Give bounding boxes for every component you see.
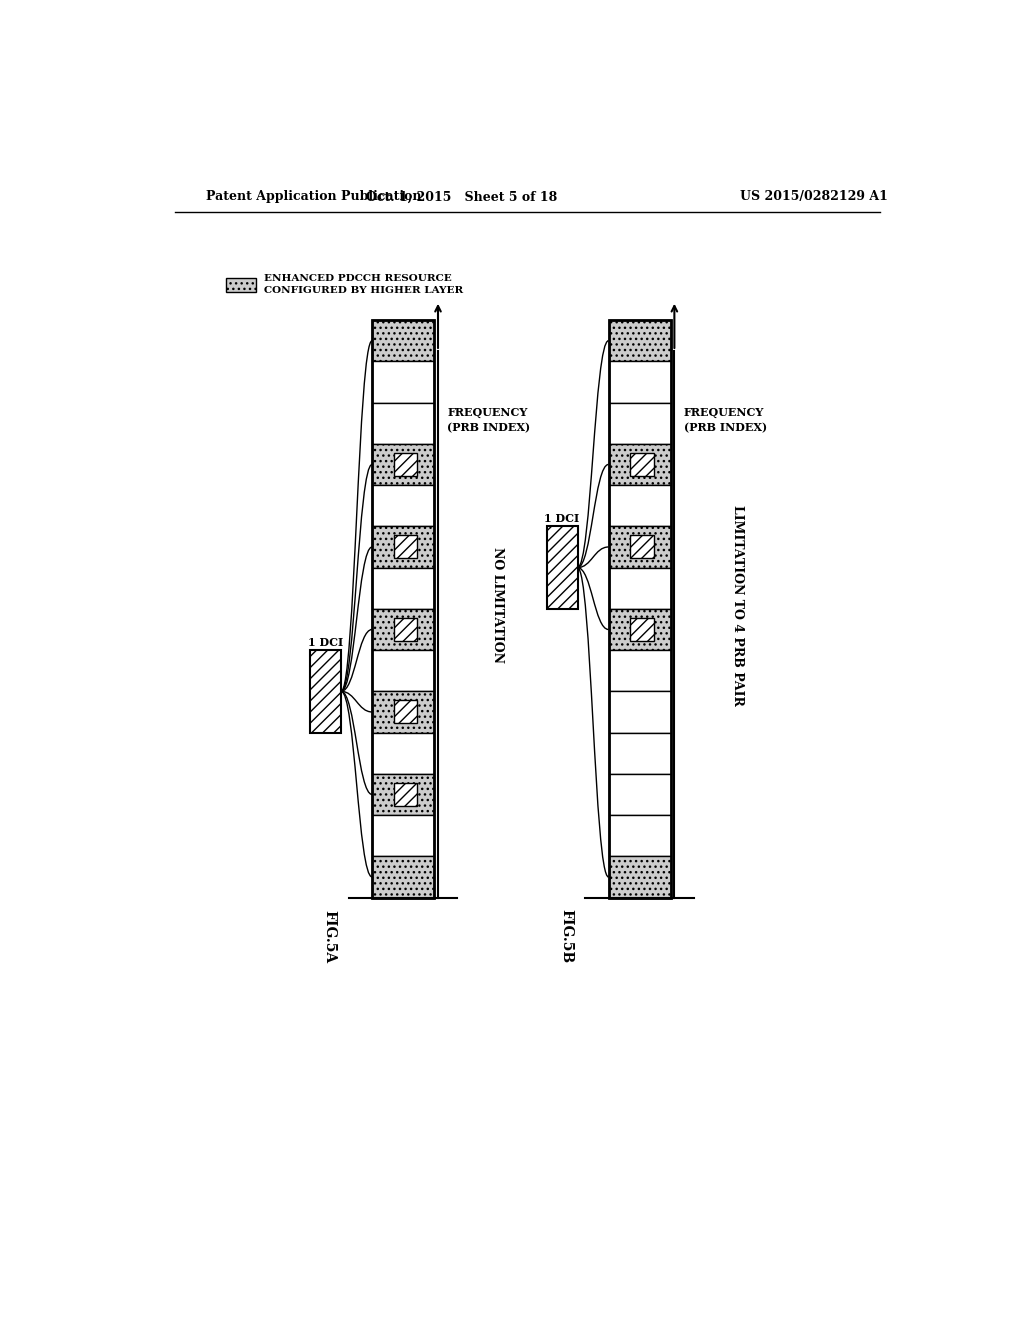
- Text: FIG.5A: FIG.5A: [323, 909, 337, 962]
- Bar: [372, 486, 434, 527]
- Bar: [547, 527, 578, 609]
- Bar: [630, 618, 653, 640]
- Bar: [372, 444, 434, 486]
- Bar: [372, 527, 434, 568]
- Text: ENHANCED PDCCH RESOURCE
CONFIGURED BY HIGHER LAYER: ENHANCED PDCCH RESOURCE CONFIGURED BY HI…: [263, 275, 463, 296]
- Text: Oct. 1, 2015   Sheet 5 of 18: Oct. 1, 2015 Sheet 5 of 18: [366, 190, 557, 203]
- Bar: [372, 609, 434, 651]
- Bar: [608, 527, 671, 568]
- Bar: [372, 319, 434, 362]
- Bar: [372, 362, 434, 403]
- Bar: [372, 651, 434, 692]
- Text: NO LIMITATION: NO LIMITATION: [490, 546, 504, 663]
- Bar: [608, 444, 671, 486]
- Bar: [608, 651, 671, 692]
- Bar: [372, 321, 434, 898]
- Bar: [608, 816, 671, 857]
- Bar: [372, 733, 434, 774]
- Text: US 2015/0282129 A1: US 2015/0282129 A1: [740, 190, 888, 203]
- Bar: [310, 651, 341, 733]
- Text: FREQUENCY
(PRB INDEX): FREQUENCY (PRB INDEX): [447, 408, 530, 433]
- Bar: [608, 319, 671, 362]
- Bar: [608, 321, 671, 898]
- Bar: [608, 733, 671, 774]
- Bar: [608, 362, 671, 403]
- Text: 1 DCI: 1 DCI: [308, 638, 343, 648]
- Bar: [394, 453, 418, 475]
- Bar: [608, 857, 671, 898]
- Bar: [372, 774, 434, 814]
- Bar: [608, 609, 671, 651]
- Bar: [608, 403, 671, 444]
- Bar: [372, 568, 434, 609]
- Text: 1 DCI: 1 DCI: [545, 513, 580, 524]
- Text: LIMITATION TO 4 PRB PAIR: LIMITATION TO 4 PRB PAIR: [731, 504, 744, 705]
- Bar: [372, 816, 434, 857]
- Bar: [372, 692, 434, 733]
- Bar: [394, 536, 418, 558]
- Bar: [394, 618, 418, 640]
- Bar: [608, 568, 671, 609]
- Bar: [630, 453, 653, 475]
- Text: FIG.5B: FIG.5B: [559, 909, 572, 964]
- Bar: [372, 403, 434, 444]
- Bar: [630, 536, 653, 558]
- Text: Patent Application Publication: Patent Application Publication: [206, 190, 421, 203]
- Text: FREQUENCY
(PRB INDEX): FREQUENCY (PRB INDEX): [684, 408, 767, 433]
- Bar: [394, 783, 418, 805]
- Bar: [608, 486, 671, 527]
- Bar: [372, 857, 434, 898]
- Bar: [608, 692, 671, 733]
- Bar: [608, 774, 671, 814]
- Bar: [226, 277, 256, 292]
- Bar: [394, 701, 418, 723]
